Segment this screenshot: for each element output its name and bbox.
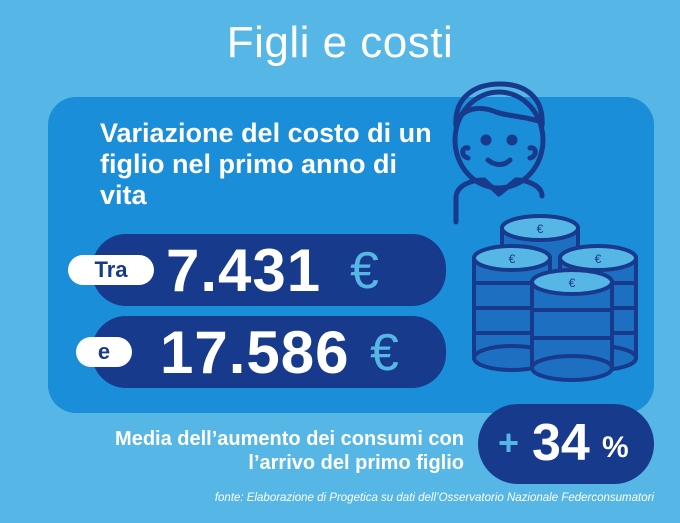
max-cost-pill bbox=[92, 316, 446, 388]
euro-sign-min: € bbox=[350, 242, 379, 300]
svg-text:€: € bbox=[569, 276, 576, 290]
page-title: Figli e costi bbox=[226, 18, 454, 67]
subtitle: Variazione del costo di un figlio nel pr… bbox=[100, 118, 432, 210]
svg-text:€: € bbox=[537, 222, 544, 236]
max-cost-value: 17.586 bbox=[160, 319, 350, 386]
increase-unit: % bbox=[602, 431, 629, 464]
euro-sign-max: € bbox=[370, 324, 399, 382]
child-icon bbox=[452, 81, 546, 225]
min-cost-value: 7.431 bbox=[166, 237, 322, 304]
source-note: fonte: Elaborazione di Progetica su dati… bbox=[214, 492, 654, 504]
increase-sign: + bbox=[498, 422, 520, 463]
increase-pill bbox=[478, 404, 654, 484]
from-label: Tra bbox=[68, 255, 154, 285]
svg-text:€: € bbox=[595, 252, 602, 266]
increase-value: 34 bbox=[532, 414, 590, 472]
to-label: e bbox=[76, 337, 132, 367]
illustration: € € € € bbox=[452, 81, 638, 382]
svg-text:€: € bbox=[509, 252, 516, 266]
coin-stacks-icon: € € € € bbox=[472, 214, 638, 382]
increase-description: Media dell’aumento dei consumi con l’arr… bbox=[115, 428, 464, 474]
